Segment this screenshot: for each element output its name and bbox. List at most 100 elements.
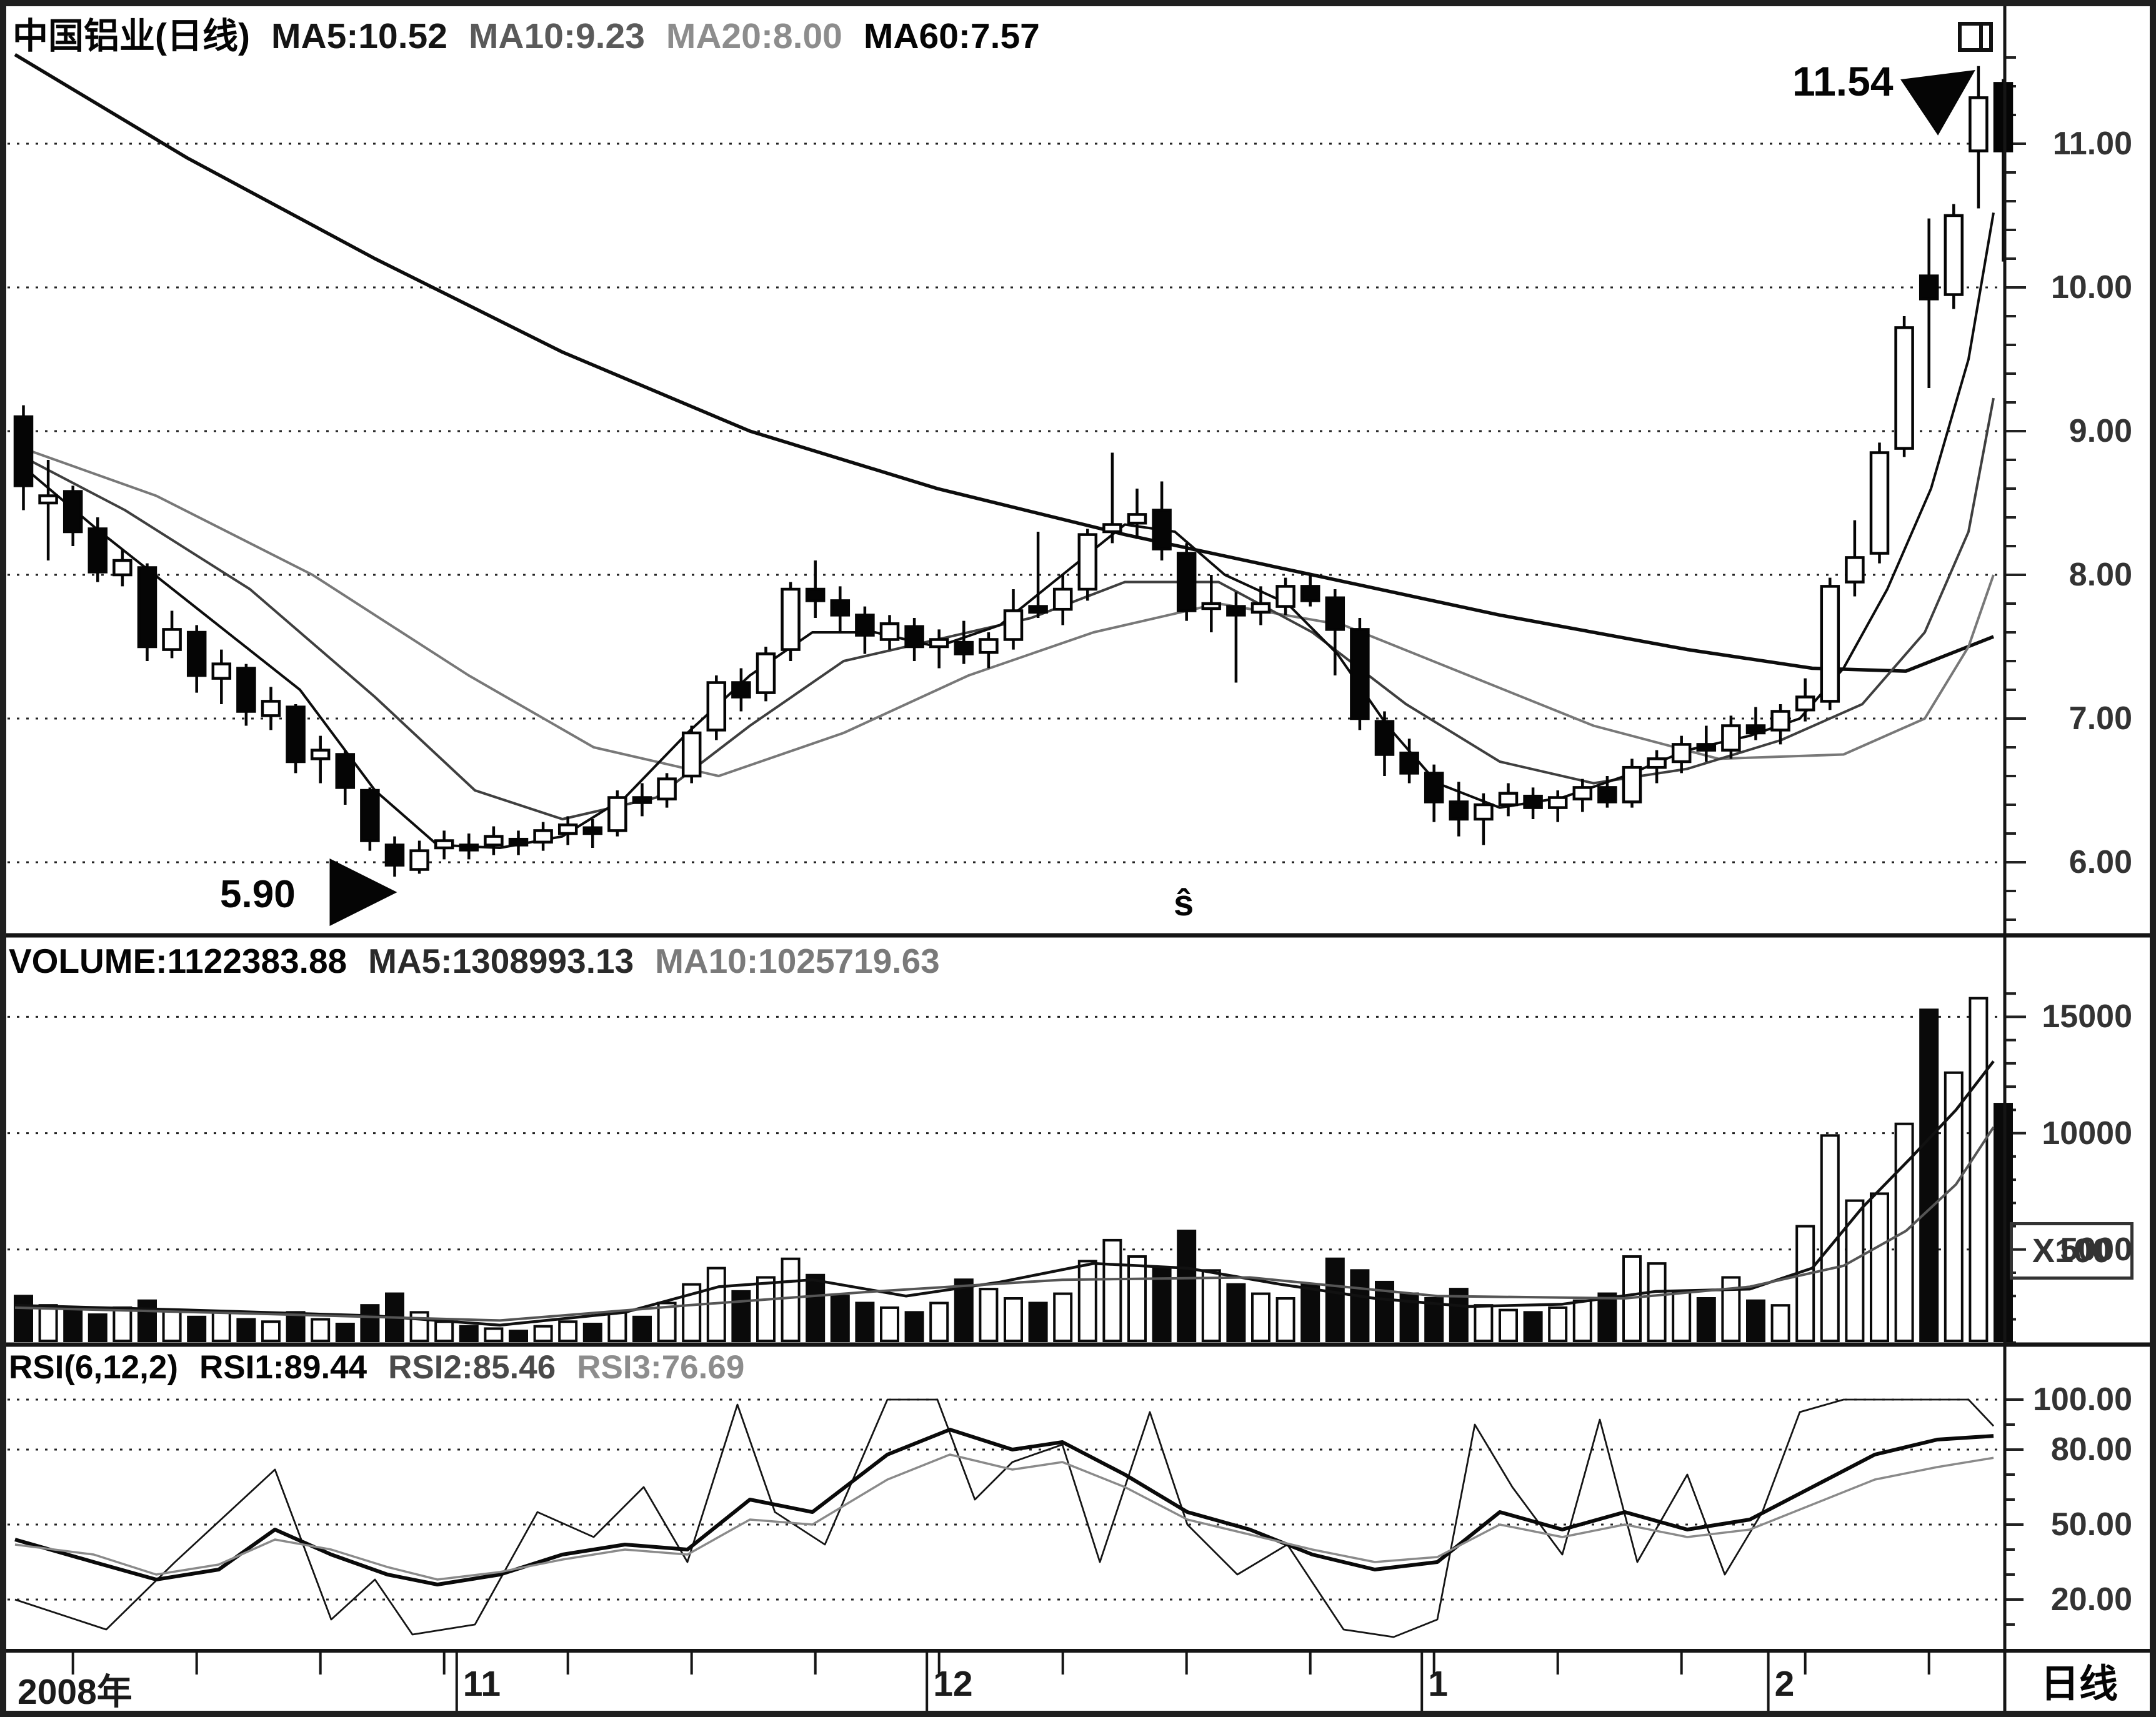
volume-bar	[1350, 1269, 1370, 1343]
volume-bar	[1474, 1304, 1494, 1343]
candle	[137, 563, 157, 661]
candle	[1572, 779, 1593, 812]
volume-bar	[830, 1295, 850, 1343]
ma20-line	[14, 444, 1995, 777]
candle	[211, 649, 232, 704]
candle	[1052, 575, 1073, 625]
candle	[87, 517, 108, 582]
candle	[1077, 529, 1098, 601]
axis-tick-label: 50.00	[2050, 1506, 2132, 1543]
candle	[1474, 793, 1494, 845]
candle	[1944, 204, 1964, 309]
rsi2-line	[14, 1428, 1994, 1586]
volume-ma10-value: MA10:1025719.63	[655, 942, 940, 980]
axis-tick-label: 10.00	[2050, 269, 2132, 306]
stock-title: 中国铝业(日线)	[12, 16, 250, 56]
candle	[1275, 577, 1295, 615]
candle	[904, 618, 924, 661]
volume-bar	[137, 1299, 157, 1343]
restore-window-icon[interactable]	[1957, 21, 1994, 52]
candle	[1003, 589, 1024, 650]
volume-bar	[756, 1276, 776, 1343]
axis-tick-label: 9.00	[2069, 413, 2132, 449]
axis-ticks	[2005, 56, 2026, 1626]
candle	[1820, 577, 1840, 710]
ma60-value: MA60:7.57	[863, 16, 1040, 56]
candle	[236, 664, 256, 726]
candle	[186, 625, 207, 693]
candles	[13, 66, 2014, 877]
ma5-value: MA5:10.52	[271, 16, 447, 56]
rsi3-line	[14, 1453, 1994, 1581]
volume-bar	[286, 1311, 306, 1342]
volume-bar	[1201, 1269, 1221, 1343]
volume-bar	[1275, 1297, 1295, 1342]
volume-bar	[38, 1304, 58, 1343]
year-label: 2008年	[17, 1672, 132, 1712]
volume-bar	[1499, 1308, 1518, 1343]
volume-bar	[162, 1308, 182, 1343]
month-label: 2	[1774, 1664, 1795, 1704]
axis-tick-label: 5000	[2060, 1231, 2132, 1268]
candle	[384, 836, 405, 877]
volume-bar	[1919, 1008, 1939, 1342]
candle	[508, 830, 529, 855]
candle	[1547, 790, 1568, 822]
volume-bars	[14, 997, 2013, 1343]
candle	[979, 632, 999, 669]
axis-tick-label: 80.00	[2050, 1431, 2132, 1468]
volume-bar	[1004, 1297, 1023, 1342]
candle	[261, 687, 281, 730]
candle	[484, 826, 504, 855]
candle	[1721, 715, 1741, 759]
candle	[756, 647, 776, 702]
volume-bar	[112, 1306, 132, 1342]
candle	[1201, 575, 1222, 632]
candle	[459, 834, 479, 860]
candle	[1152, 481, 1172, 560]
volume-value: VOLUME:1122383.88	[9, 942, 347, 980]
volume-bar	[657, 1301, 677, 1342]
volume-bar	[1251, 1292, 1270, 1342]
candle	[162, 610, 182, 659]
candle	[582, 819, 603, 848]
ma20-value: MA20:8.00	[666, 16, 842, 56]
candle	[706, 675, 727, 740]
candle	[1869, 442, 1890, 564]
volume-bar	[904, 1311, 924, 1342]
axis-tick-label: 11.00	[2052, 126, 2132, 162]
volume-bar	[1077, 1260, 1097, 1343]
candle	[1350, 618, 1370, 730]
volume-bar	[1053, 1292, 1073, 1342]
rsi1-line	[14, 1398, 1995, 1638]
month-label: 1	[1428, 1664, 1448, 1704]
volume-bar	[1597, 1292, 1617, 1342]
volume-bar	[236, 1318, 256, 1343]
candle	[1597, 776, 1617, 808]
rsi1-value: RSI1:89.44	[199, 1349, 367, 1386]
candle	[879, 615, 900, 650]
rsi3-value: RSI3:76.69	[577, 1349, 745, 1386]
volume-bar	[806, 1273, 826, 1343]
volume-ma10-line	[14, 1126, 1995, 1322]
volume-bar	[311, 1318, 331, 1343]
candle	[805, 560, 826, 618]
sell-signal-marker: ŝ	[1174, 883, 1194, 923]
rsi-lines	[14, 1398, 1995, 1638]
period-label: 日线	[2040, 1663, 2118, 1706]
volume-bar	[1845, 1199, 1865, 1342]
volume-bar	[1102, 1238, 1122, 1343]
candle	[62, 485, 83, 546]
month-label: 12	[933, 1664, 973, 1704]
volume-bar	[1572, 1299, 1592, 1343]
candle	[1300, 575, 1320, 607]
volume-bar	[979, 1288, 999, 1342]
volume-bar	[1672, 1290, 1692, 1343]
axis-tick-label: 8.00	[2069, 557, 2132, 593]
axis-tick-label: 100.00	[2032, 1381, 2132, 1418]
candle	[781, 582, 801, 661]
volume-bar	[335, 1322, 355, 1343]
candle	[954, 620, 974, 664]
volume-bar	[954, 1278, 974, 1342]
